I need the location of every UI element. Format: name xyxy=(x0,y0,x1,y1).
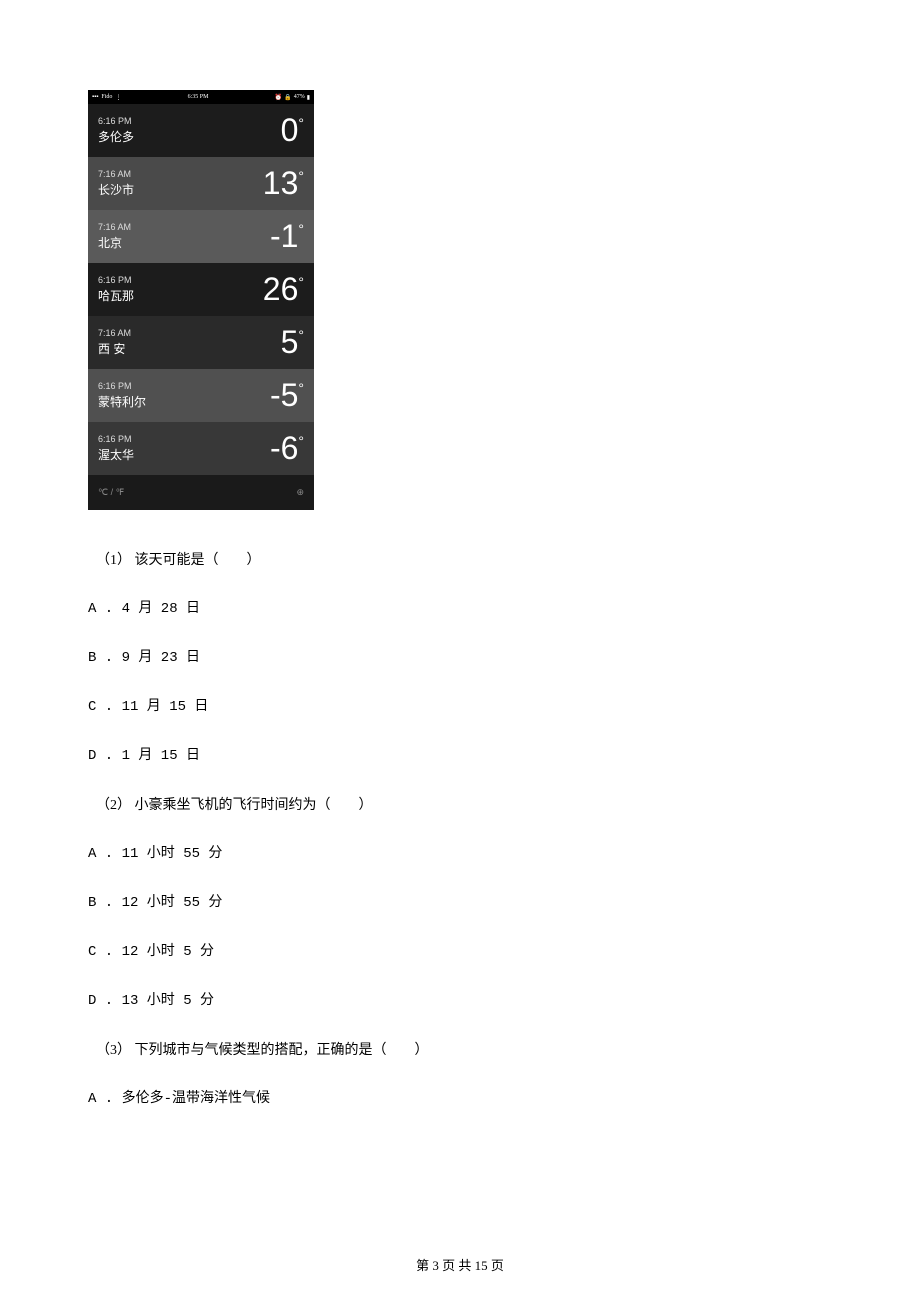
weather-city: 蒙特利尔 xyxy=(98,393,146,410)
alarm-icon: ⏰ xyxy=(275,94,282,101)
question-3-option-a: A . 多伦多-温带海洋性气候 xyxy=(88,1089,832,1110)
weather-time: 7:16 AM xyxy=(98,328,131,338)
weather-time: 6:16 PM xyxy=(98,275,134,285)
weather-info: 6:16 PM 渥太华 xyxy=(98,434,134,463)
weather-row: 6:16 PM 渥太华 -6° xyxy=(88,422,314,475)
degree-icon: ° xyxy=(298,433,304,449)
weather-city: 西 安 xyxy=(98,340,131,357)
weather-row: 6:16 PM 多伦多 0° xyxy=(88,104,314,157)
weather-row: 7:16 AM 长沙市 13° xyxy=(88,157,314,210)
weather-temp: -1° xyxy=(270,218,304,255)
temp-value: 26 xyxy=(263,271,299,308)
question-1-option-d: D . 1 月 15 日 xyxy=(88,746,832,767)
signal-icon: ▪▪▪ xyxy=(92,94,98,100)
weather-temp: -6° xyxy=(270,430,304,467)
degree-icon: ° xyxy=(298,274,304,290)
degree-icon: ° xyxy=(298,115,304,131)
degree-icon: ° xyxy=(298,380,304,396)
question-1-option-b: B . 9 月 23 日 xyxy=(88,648,832,669)
weather-city: 多伦多 xyxy=(98,128,134,145)
weather-temp: 13° xyxy=(263,165,304,202)
weather-info: 6:16 PM 多伦多 xyxy=(98,116,134,145)
question-2-label: （2） 小豪乘坐飞机的飞行时间约为（ ） xyxy=(88,795,832,816)
carrier-label: Fido xyxy=(101,94,112,100)
question-2-option-c: C . 12 小时 5 分 xyxy=(88,942,832,963)
temp-value: 5 xyxy=(281,324,299,361)
weather-time: 6:16 PM xyxy=(98,116,134,126)
question-1-label: （1） 该天可能是（ ） xyxy=(88,550,832,571)
weather-city: 哈瓦那 xyxy=(98,287,134,304)
phone-status-bar: ▪▪▪ Fido ⋮ 6:35 PM ⏰ 🔒 47% ▮ xyxy=(88,90,314,104)
weather-time: 7:16 AM xyxy=(98,169,134,179)
weather-time: 6:16 PM xyxy=(98,381,146,391)
status-left: ▪▪▪ Fido ⋮ xyxy=(92,94,121,101)
temp-value: -1 xyxy=(270,218,298,255)
degree-icon: ° xyxy=(298,168,304,184)
weather-temp: 26° xyxy=(263,271,304,308)
status-right: ⏰ 🔒 47% ▮ xyxy=(275,94,310,101)
question-2-option-a: A . 11 小时 55 分 xyxy=(88,844,832,865)
weather-row: 6:16 PM 哈瓦那 26° xyxy=(88,263,314,316)
question-3-label: （3） 下列城市与气候类型的搭配，正确的是（ ） xyxy=(88,1040,832,1061)
temp-value: 0 xyxy=(281,112,299,149)
degree-icon: ° xyxy=(298,327,304,343)
weather-info: 7:16 AM 西 安 xyxy=(98,328,131,357)
battery-icon: ▮ xyxy=(307,94,310,101)
weather-info: 7:16 AM 北京 xyxy=(98,222,131,251)
weather-bottom-bar: ℃ / ℉ ⊕ xyxy=(88,475,314,510)
page-footer: 第 3 页 共 15 页 xyxy=(0,1255,920,1274)
weather-city: 渥太华 xyxy=(98,446,134,463)
weather-row: 6:16 PM 蒙特利尔 -5° xyxy=(88,369,314,422)
temp-value: 13 xyxy=(263,165,299,202)
weather-app-screenshot: ▪▪▪ Fido ⋮ 6:35 PM ⏰ 🔒 47% ▮ 6:16 PM 多伦多… xyxy=(88,90,314,510)
question-1-option-a: A . 4 月 28 日 xyxy=(88,599,832,620)
weather-time: 6:16 PM xyxy=(98,434,134,444)
weather-row: 7:16 AM 北京 -1° xyxy=(88,210,314,263)
unit-toggle: ℃ / ℉ xyxy=(98,487,124,498)
battery-label: 47% xyxy=(294,94,305,100)
wifi-icon: ⋮ xyxy=(115,94,121,101)
weather-temp: -5° xyxy=(270,377,304,414)
question-2-option-b: B . 12 小时 55 分 xyxy=(88,893,832,914)
lock-icon: 🔒 xyxy=(284,94,291,101)
weather-temp: 0° xyxy=(281,112,304,149)
question-2-option-d: D . 13 小时 5 分 xyxy=(88,991,832,1012)
weather-city: 北京 xyxy=(98,234,131,251)
weather-row: 7:16 AM 西 安 5° xyxy=(88,316,314,369)
weather-info: 6:16 PM 蒙特利尔 xyxy=(98,381,146,410)
page-content: ▪▪▪ Fido ⋮ 6:35 PM ⏰ 🔒 47% ▮ 6:16 PM 多伦多… xyxy=(0,0,920,1110)
temp-value: -5 xyxy=(270,377,298,414)
weather-info: 6:16 PM 哈瓦那 xyxy=(98,275,134,304)
weather-temp: 5° xyxy=(281,324,304,361)
degree-icon: ° xyxy=(298,221,304,237)
add-city-icon: ⊕ xyxy=(296,487,304,498)
status-time: 6:35 PM xyxy=(188,94,209,100)
weather-time: 7:16 AM xyxy=(98,222,131,232)
weather-info: 7:16 AM 长沙市 xyxy=(98,169,134,198)
weather-city: 长沙市 xyxy=(98,181,134,198)
temp-value: -6 xyxy=(270,430,298,467)
question-1-option-c: C . 11 月 15 日 xyxy=(88,697,832,718)
